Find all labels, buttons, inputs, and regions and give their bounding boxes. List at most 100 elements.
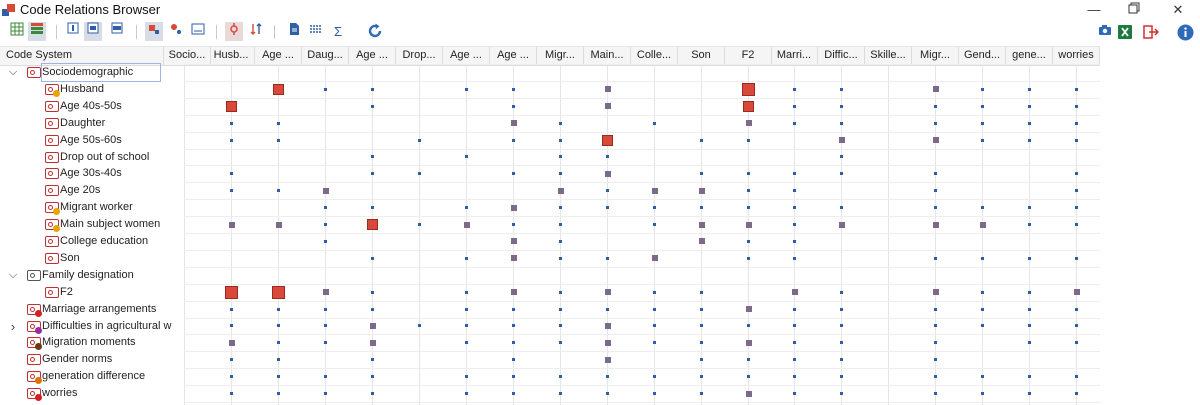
relation-symbol[interactable] [510, 120, 517, 127]
relation-symbol[interactable] [981, 324, 984, 328]
relation-symbol[interactable] [510, 204, 517, 211]
relation-symbol[interactable] [557, 187, 564, 194]
relation-symbol[interactable] [230, 189, 233, 193]
column-view-icon[interactable] [64, 22, 82, 41]
relation-symbol[interactable] [793, 307, 796, 311]
relation-symbol[interactable] [371, 155, 374, 159]
column-header[interactable]: gene... [1006, 47, 1053, 65]
camera-icon[interactable] [1096, 24, 1114, 42]
relation-symbol[interactable] [1028, 138, 1031, 142]
relation-symbol[interactable] [465, 392, 468, 396]
relation-symbol[interactable] [371, 290, 374, 294]
tree-row[interactable]: ⌵ Sociodemographic [0, 63, 184, 82]
relation-symbol[interactable] [932, 289, 939, 296]
column-header[interactable]: Migr... [912, 47, 959, 65]
relation-symbol[interactable] [840, 172, 843, 176]
tree-row[interactable]: Migration moments [0, 334, 184, 351]
relation-symbol[interactable] [934, 358, 937, 362]
relation-symbol[interactable] [793, 341, 796, 345]
chevron-down-icon[interactable]: ⌵ [8, 268, 18, 281]
relation-symbol[interactable] [1028, 324, 1031, 328]
relation-symbol[interactable] [840, 324, 843, 328]
tree-row[interactable]: Drop out of school [0, 149, 184, 166]
relation-symbol[interactable] [747, 256, 750, 260]
relation-symbol[interactable] [840, 307, 843, 311]
relation-symbol[interactable] [371, 375, 374, 379]
relation-symbol[interactable] [653, 206, 656, 210]
relation-symbol[interactable] [604, 322, 611, 329]
relation-symbol[interactable] [981, 256, 984, 260]
relation-symbol[interactable] [934, 121, 937, 125]
list-icon[interactable] [28, 22, 46, 41]
relation-symbol[interactable] [465, 324, 468, 328]
relation-symbol[interactable] [465, 290, 468, 294]
relation-symbol[interactable] [371, 256, 374, 260]
column-header[interactable]: F2 [725, 47, 772, 65]
column-header[interactable]: Socio... [164, 47, 211, 65]
relation-symbol[interactable] [1075, 307, 1078, 311]
relation-symbol[interactable] [277, 307, 280, 311]
relation-symbol[interactable] [559, 239, 562, 243]
tree-row[interactable]: Husband [0, 81, 184, 98]
relation-symbol[interactable] [1075, 189, 1078, 193]
relation-symbol[interactable] [981, 138, 984, 142]
refresh-icon[interactable] [364, 22, 386, 41]
tree-row[interactable]: Age 20s [0, 182, 184, 199]
document-icon[interactable] [285, 22, 303, 41]
relation-symbol[interactable] [277, 121, 280, 125]
relation-symbol[interactable] [700, 392, 703, 396]
column-header[interactable]: Son [678, 47, 725, 65]
relation-symbol[interactable] [700, 172, 703, 176]
relation-symbol[interactable] [465, 307, 468, 311]
relation-symbol[interactable] [510, 255, 517, 262]
column-header[interactable]: Diffic... [818, 47, 865, 65]
tree-row[interactable]: › Difficulties in agricultural w [0, 318, 184, 335]
relation-symbol[interactable] [512, 392, 515, 396]
relation-symbol[interactable] [324, 341, 327, 345]
relation-symbol[interactable] [230, 307, 233, 311]
relation-symbol[interactable] [277, 358, 280, 362]
relation-symbol[interactable] [840, 341, 843, 345]
tree-row[interactable]: Main subject women [0, 216, 184, 233]
relation-symbol[interactable] [747, 239, 750, 243]
relation-symbol[interactable] [745, 339, 752, 346]
column-header[interactable]: Marri... [771, 47, 818, 65]
relation-symbol[interactable] [934, 307, 937, 311]
column-header[interactable]: Age ... [349, 47, 396, 65]
minimize-icon[interactable]: — [1087, 2, 1101, 17]
relation-symbol[interactable] [793, 189, 796, 193]
relation-symbol[interactable] [793, 239, 796, 243]
relation-symbol[interactable] [604, 289, 611, 296]
chevron-down-icon[interactable]: ⌵ [8, 66, 18, 78]
relation-symbol[interactable] [1075, 392, 1078, 396]
relation-symbol[interactable] [324, 223, 327, 227]
relation-symbol[interactable] [277, 324, 280, 328]
relation-symbol[interactable] [700, 307, 703, 311]
relation-symbol[interactable] [745, 390, 752, 397]
relation-symbol[interactable] [371, 87, 374, 91]
relation-symbol[interactable] [1075, 172, 1078, 176]
relation-symbol[interactable] [277, 375, 280, 379]
tree-row[interactable]: F2 [0, 284, 184, 301]
relation-symbol[interactable] [981, 375, 984, 379]
relation-symbol[interactable] [418, 172, 421, 176]
relation-symbol[interactable] [324, 307, 327, 311]
relation-symbol[interactable] [559, 138, 562, 142]
relation-symbol[interactable] [559, 172, 562, 176]
relation-symbol[interactable] [465, 206, 468, 210]
relation-symbol[interactable] [230, 375, 233, 379]
relation-symbol[interactable] [230, 324, 233, 328]
relation-symbol[interactable] [324, 375, 327, 379]
relation-symbol[interactable] [512, 138, 515, 142]
relation-symbol[interactable] [981, 104, 984, 108]
relation-symbol[interactable] [700, 324, 703, 328]
relation-symbol[interactable] [512, 307, 515, 311]
relation-symbol[interactable] [512, 87, 515, 91]
number-symbol-icon[interactable] [189, 22, 207, 41]
relation-symbol[interactable] [371, 392, 374, 396]
relation-symbol[interactable] [840, 87, 843, 91]
relation-symbol[interactable] [745, 221, 752, 228]
relation-symbol[interactable] [371, 172, 374, 176]
relation-symbol[interactable] [840, 392, 843, 396]
relation-symbol[interactable] [228, 221, 235, 228]
